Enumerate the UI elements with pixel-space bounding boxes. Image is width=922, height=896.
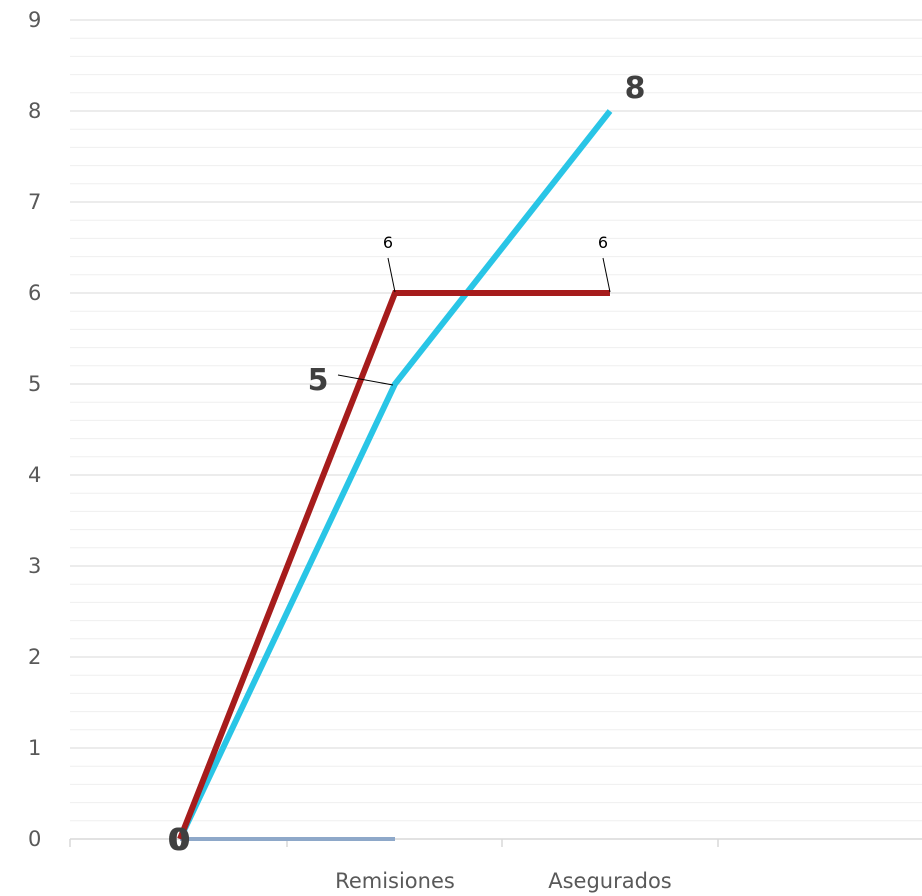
- y-tick-label: 0: [28, 827, 41, 851]
- x-tick-label: Asegurados: [548, 869, 672, 893]
- data-label: 6: [383, 233, 393, 252]
- data-label-leader: [337, 374, 394, 386]
- y-axis-tick-labels: 0 1 2 3 4 5 6 7 8 9: [28, 8, 41, 851]
- y-tick-label: 9: [28, 8, 41, 32]
- y-tick-label: 2: [28, 645, 41, 669]
- data-label-leader: [602, 257, 611, 293]
- x-axis-tick-labels: Remisiones Asegurados: [335, 869, 672, 893]
- y-tick-label: 4: [28, 463, 41, 487]
- minor-gridlines: [70, 37, 922, 822]
- data-label: 0: [168, 823, 189, 858]
- major-gridlines: [70, 19, 922, 749]
- series-lines: [177, 109, 613, 841]
- data-label-leader: [387, 257, 396, 293]
- series-line: [177, 290, 610, 841]
- data-label: 6: [598, 233, 608, 252]
- y-tick-label: 6: [28, 281, 41, 305]
- y-tick-label: 7: [28, 190, 41, 214]
- y-tick-label: 8: [28, 99, 41, 123]
- x-tick-label: Remisiones: [335, 869, 455, 893]
- y-tick-label: 3: [28, 554, 41, 578]
- data-label: 8: [625, 71, 646, 106]
- series-line: [177, 109, 613, 841]
- data-label: 0: [170, 823, 191, 858]
- y-tick-label: 1: [28, 736, 41, 760]
- y-tick-label: 5: [28, 372, 41, 396]
- data-label: 5: [308, 363, 329, 398]
